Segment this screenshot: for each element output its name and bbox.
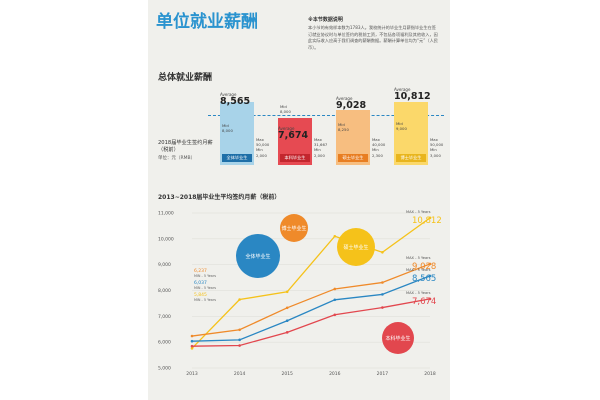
- group-chip: 博士毕业生: [396, 154, 426, 162]
- max-label: MAX - 5 Years: [406, 291, 431, 295]
- group-bubble: [236, 234, 280, 278]
- series-point: [428, 297, 432, 301]
- overall-section-title: 总体就业薪酬: [158, 73, 213, 83]
- series-point: [381, 306, 384, 309]
- series-point: [190, 339, 194, 343]
- end-value-label: 7,674: [412, 297, 436, 307]
- series-point: [285, 290, 289, 294]
- y-tick-label: 11,000: [158, 211, 174, 217]
- max-label: MAX - 5 Years: [406, 268, 431, 272]
- series-point: [285, 331, 289, 334]
- series-line-1: [191, 263, 431, 337]
- group-bubble: [382, 322, 414, 354]
- series-point: [190, 344, 194, 348]
- avg-label: Average: [394, 87, 411, 92]
- series-point: [381, 293, 384, 296]
- series-point: [190, 334, 194, 338]
- row-label: 2018届毕业生签约月薪（税前）: [158, 140, 213, 153]
- series-point: [381, 281, 384, 284]
- mid-value: Mid 8,000: [280, 104, 291, 115]
- mid-value: Mid 9,000: [396, 121, 407, 132]
- note-body: 本小节的有效样本数为1783人。我校统计的毕业生月薪指毕业生在签订就业协议时与单…: [308, 25, 438, 50]
- end-value-label: 9,028: [412, 262, 436, 272]
- bubble-label: 硕士毕业生: [343, 244, 368, 251]
- x-tick-label: 2016: [329, 371, 341, 377]
- max-min: Max 50,000 Min 3,000: [430, 137, 444, 158]
- series-point: [285, 306, 289, 310]
- x-tick-label: 2018: [424, 371, 436, 377]
- group-bubble: [337, 228, 375, 266]
- y-tick-label: 10,000: [158, 236, 174, 242]
- series-line-3: [191, 298, 431, 347]
- group-chip: 全体毕业生: [222, 154, 252, 162]
- max-label: MAX - 5 Years: [406, 210, 431, 214]
- start-value-label: 6,037: [194, 280, 207, 286]
- group-bubble: [280, 214, 308, 242]
- min-label: MIN - 5 Years: [194, 298, 216, 302]
- average-dashed-line: [208, 115, 444, 116]
- end-value-label: 8,565: [412, 274, 436, 284]
- series-point: [238, 344, 241, 347]
- trend-chart-title: 2013~2018届毕业生平均签约月薪（税前）: [158, 194, 281, 201]
- avg-value: 9,028: [336, 100, 367, 111]
- bubble-label: 本科毕业生: [385, 335, 410, 342]
- avg-label: Average: [278, 126, 295, 131]
- infographic-page: 单位就业薪酬 ※本节数据说明 本小节的有效样本数为1783人。我校统计的毕业生月…: [148, 0, 450, 400]
- y-tick-label: 8,000: [158, 288, 171, 294]
- group-chip: 本科毕业生: [280, 154, 310, 162]
- y-tick-label: 9,000: [158, 262, 171, 268]
- avg-value: 8,565: [220, 96, 251, 107]
- series-point: [381, 250, 384, 254]
- bubble-label: 全体毕业生: [245, 253, 270, 260]
- x-tick-label: 2013: [186, 371, 198, 377]
- min-label: MIN - 5 Years: [194, 274, 216, 278]
- x-tick-label: 2015: [281, 371, 293, 377]
- series-point: [333, 298, 337, 302]
- series-point: [428, 216, 432, 220]
- min-label: MIN - 5 Years: [194, 286, 216, 290]
- max-min: Max 31,667 Min 2,000: [314, 137, 328, 158]
- max-label: MAX - 5 Years: [406, 256, 431, 260]
- series-line-0: [191, 217, 431, 349]
- series-point: [238, 298, 241, 301]
- series-line-2: [191, 275, 431, 342]
- bubble-label: 博士毕业生: [281, 225, 306, 232]
- group-chip: 硕士毕业生: [338, 154, 368, 162]
- page-title: 单位就业薪酬: [156, 12, 258, 32]
- avg-value: 10,812: [394, 91, 431, 102]
- unit-label: 单位：元（RMB）: [158, 156, 196, 161]
- series-point: [333, 234, 337, 238]
- x-tick-label: 2014: [234, 371, 246, 377]
- y-tick-label: 5,000: [158, 366, 171, 372]
- avg-label: Average: [220, 92, 237, 97]
- avg-value: 7,674: [278, 130, 309, 141]
- series-point: [333, 313, 337, 317]
- y-tick-label: 7,000: [158, 314, 171, 320]
- end-value-label: 10,812: [412, 216, 442, 226]
- y-tick-label: 6,000: [158, 340, 171, 346]
- avg-label: Average: [336, 96, 353, 101]
- note-title: ※本节数据说明: [308, 17, 343, 23]
- x-tick-label: 2017: [377, 371, 389, 377]
- mid-value: Mid 8,000: [222, 123, 233, 134]
- series-point: [190, 347, 194, 350]
- start-value-label: 5,845: [194, 292, 207, 298]
- max-min: Max 50,000 Min 2,000: [256, 137, 270, 158]
- trend-line-chart: 5,000 6,000 7,000 8,000 9,000 10,000 11,000 201…: [158, 210, 442, 377]
- series-point: [428, 262, 432, 266]
- series-point: [238, 328, 241, 332]
- mid-value: Mid 8,250: [338, 122, 349, 133]
- series-point: [238, 338, 241, 342]
- max-min: Max 40,000 Min 2,300: [372, 137, 386, 158]
- series-point: [285, 319, 289, 323]
- start-value-label: 6,237: [194, 268, 207, 274]
- series-point: [333, 287, 337, 291]
- series-point: [428, 274, 432, 278]
